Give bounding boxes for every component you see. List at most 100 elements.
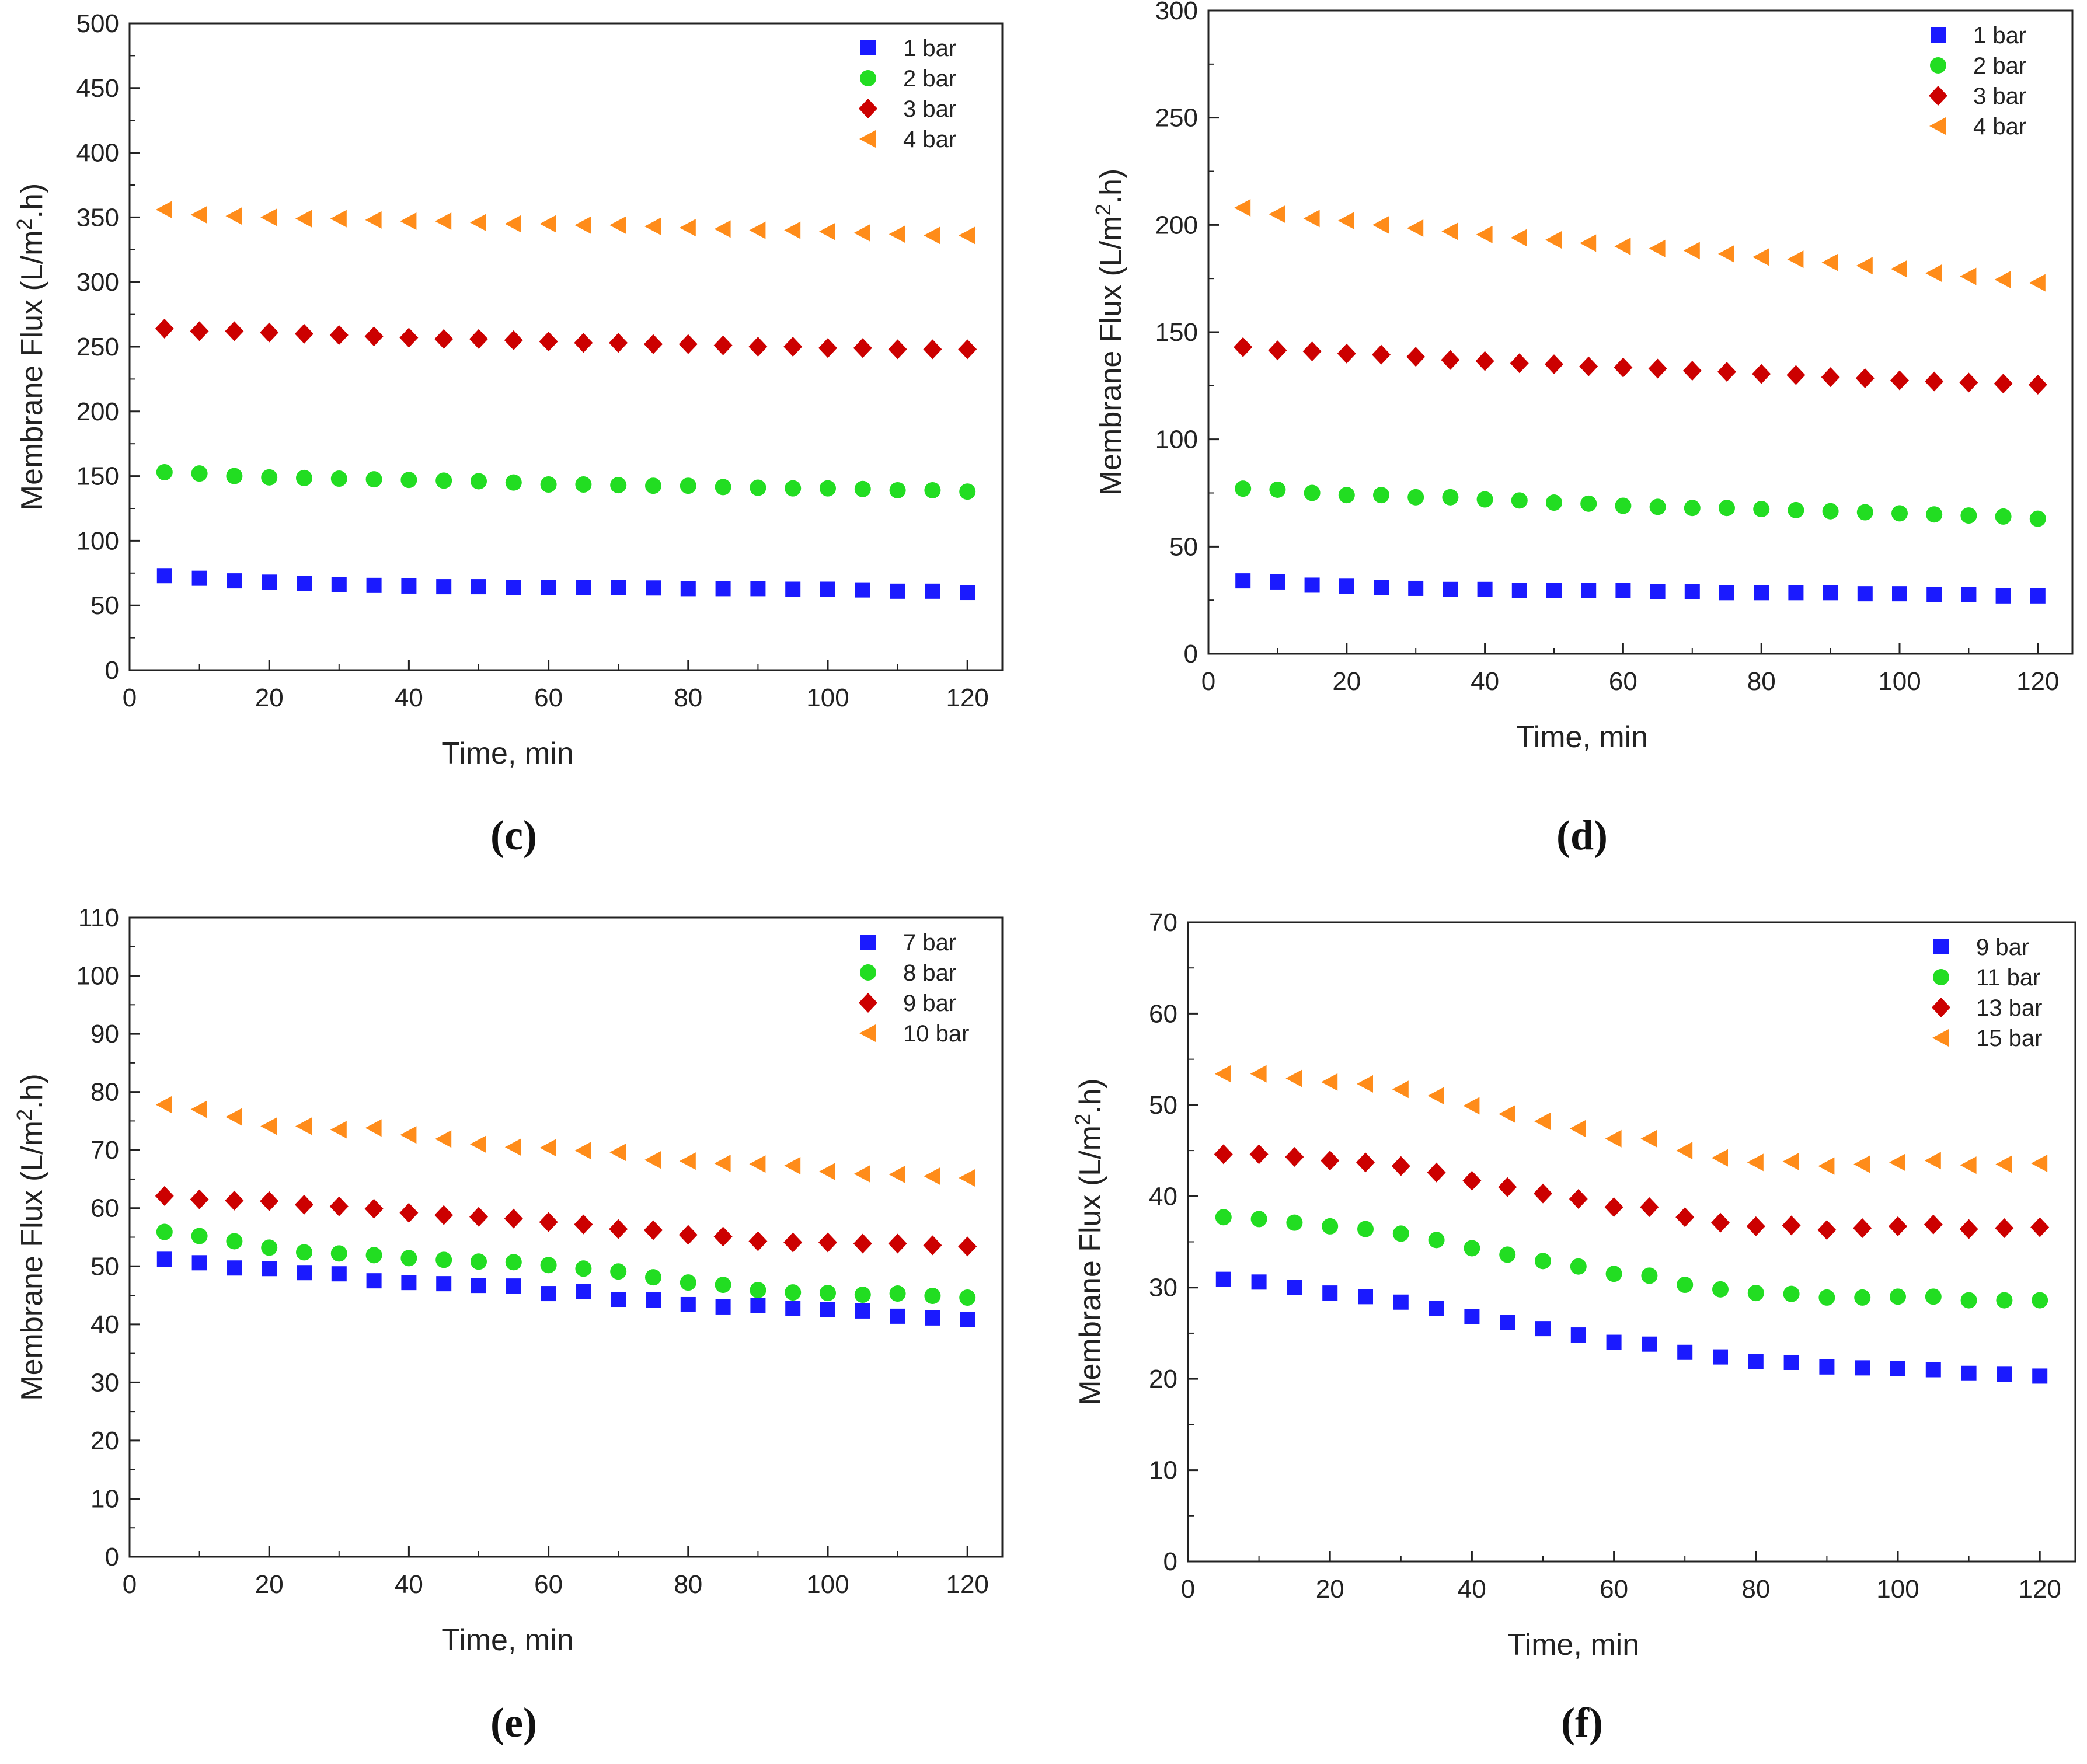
data-point	[785, 480, 802, 497]
data-point	[750, 581, 766, 597]
data-point	[1569, 1188, 1588, 1209]
data-point	[260, 208, 277, 226]
data-point	[1717, 361, 1736, 382]
data-point	[1890, 1288, 1906, 1305]
data-point	[1285, 1069, 1302, 1087]
data-point	[1892, 586, 1907, 602]
data-point	[889, 482, 906, 498]
data-point	[713, 335, 733, 355]
data-point	[1500, 1315, 1515, 1330]
data-point	[1614, 238, 1631, 256]
y-tick-label: 0	[105, 1543, 119, 1571]
y-tick-label: 100	[1155, 426, 1198, 454]
data-point	[434, 1205, 454, 1225]
data-point	[156, 568, 172, 584]
x-tick-label: 100	[806, 684, 849, 712]
data-point	[365, 1247, 382, 1264]
data-point	[820, 480, 836, 497]
data-point	[2030, 588, 2046, 604]
data-point	[1428, 1232, 1445, 1249]
data-point	[958, 1236, 977, 1257]
data-point	[1889, 1216, 1907, 1236]
data-point	[1650, 584, 1666, 599]
data-point	[715, 479, 731, 496]
data-point	[1235, 573, 1251, 589]
data-point	[330, 1245, 347, 1262]
data-point	[1713, 1349, 1728, 1365]
data-point	[574, 333, 593, 353]
data-point	[296, 469, 312, 486]
legend-label: 9 bar	[1976, 935, 2029, 960]
data-point	[960, 585, 975, 601]
data-point	[1748, 1354, 1764, 1369]
data-point	[2029, 274, 2046, 292]
data-point	[1268, 340, 1287, 361]
data-point	[680, 1296, 696, 1312]
data-point	[854, 480, 871, 497]
data-point	[1408, 580, 1424, 596]
x-axis-title: Time, min	[441, 1623, 573, 1657]
series-2-bar	[1235, 480, 2046, 527]
y-tick-label: 100	[76, 962, 119, 991]
data-point	[678, 334, 698, 354]
data-point	[156, 463, 173, 480]
data-point	[1819, 1359, 1835, 1375]
x-tick-label: 60	[1609, 667, 1637, 696]
caption-d: (d)	[1556, 812, 1608, 859]
legend-marker	[1929, 117, 1946, 135]
y-tick-label: 50	[1169, 532, 1198, 561]
y-tick-label: 300	[76, 268, 119, 297]
data-point	[399, 1202, 419, 1223]
data-point	[436, 579, 452, 595]
data-point	[506, 1278, 521, 1294]
data-point	[1712, 1149, 1728, 1167]
data-point	[1753, 501, 1770, 518]
x-tick-label: 20	[255, 1570, 284, 1599]
data-point	[1818, 1289, 1835, 1306]
y-tick-label: 10	[90, 1484, 119, 1513]
data-point	[1684, 500, 1701, 517]
y-tick-label: 300	[1155, 0, 1198, 25]
series-15-bar	[1214, 1065, 2048, 1175]
data-point	[539, 1212, 558, 1232]
data-point	[959, 1289, 976, 1306]
x-tick-label: 120	[946, 684, 988, 712]
x-axis-title: Time, min	[441, 737, 573, 771]
data-point	[1891, 505, 1908, 522]
data-point	[1234, 337, 1253, 357]
legend-marker	[1930, 57, 1946, 74]
data-point	[296, 1244, 312, 1261]
data-point	[1605, 1266, 1622, 1282]
data-point	[1926, 587, 1942, 602]
data-point	[1996, 1292, 2013, 1309]
data-point	[1441, 350, 1460, 370]
data-point	[609, 333, 628, 353]
data-point	[1249, 1144, 1269, 1165]
data-point	[1476, 225, 1493, 243]
data-point	[611, 580, 626, 595]
caption-c: (c)	[490, 812, 537, 859]
data-point	[1285, 1147, 1304, 1167]
data-point	[401, 578, 417, 594]
legend-label: 3 bar	[903, 96, 956, 122]
data-point	[785, 581, 801, 597]
data-point	[1374, 580, 1389, 595]
data-point	[889, 1285, 906, 1302]
data-point	[1569, 1120, 1586, 1138]
data-point	[190, 321, 209, 341]
y-tick-label: 50	[90, 1252, 119, 1281]
data-point	[1890, 370, 1909, 391]
data-point	[1406, 347, 1426, 367]
data-point	[1718, 245, 1734, 263]
data-point	[191, 1255, 207, 1271]
x-tick-label: 0	[1201, 667, 1215, 696]
data-point	[644, 1220, 663, 1240]
data-point	[470, 214, 486, 232]
data-point	[1498, 1177, 1517, 1197]
data-point	[540, 1257, 557, 1274]
data-point	[1960, 1156, 1977, 1174]
data-point	[505, 1254, 522, 1271]
data-point	[820, 1302, 835, 1317]
